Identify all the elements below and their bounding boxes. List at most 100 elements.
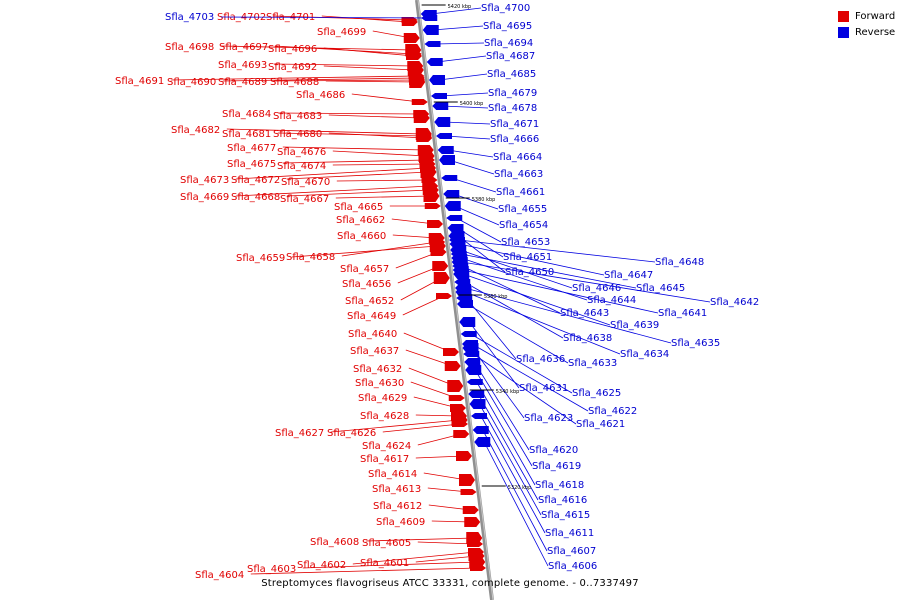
reverse-gene-feature <box>463 351 480 357</box>
reverse-leader-line <box>454 205 500 226</box>
forward-swatch <box>838 10 849 22</box>
forward-gene-label: Sfla_4675 <box>227 159 276 170</box>
reverse-gene-label: Sfla_4645 <box>636 283 685 294</box>
forward-gene-feature <box>450 404 466 412</box>
reverse-gene-feature <box>441 175 458 181</box>
forward-gene-label: Sfla_4604 <box>195 570 244 581</box>
reverse-gene-label: Sfla_4703 <box>165 12 214 23</box>
forward-gene-label: Sfla_4676 <box>277 147 326 158</box>
forward-leader-line <box>277 112 422 115</box>
reverse-leader-line <box>430 7 482 15</box>
reverse-gene-label: Sfla_4618 <box>535 480 584 491</box>
forward-gene-feature <box>462 506 479 514</box>
forward-leader-line <box>235 167 429 180</box>
reverse-gene-label: Sfla_4666 <box>490 134 539 145</box>
reverse-leader-line <box>432 25 484 31</box>
reverse-gene-label: Sfla_4655 <box>498 204 547 215</box>
forward-gene-label: Sfla_4614 <box>368 469 417 480</box>
forward-gene-label: Sfla_4640 <box>348 329 397 340</box>
legend-reverse: Reverse <box>838 24 895 40</box>
forward-gene-label: Sfla_4601 <box>360 558 409 569</box>
forward-leader-line <box>286 171 429 180</box>
forward-gene-label: Sfla_4626 <box>327 428 376 439</box>
reverse-gene-label: Sfla_4647 <box>604 270 653 281</box>
reverse-gene-label: Sfla_4639 <box>610 320 659 331</box>
forward-gene-label: Sfla_4702 <box>217 12 266 23</box>
reverse-leader-line <box>477 393 539 501</box>
forward-gene-label: Sfla_4684 <box>222 109 271 120</box>
forward-leader-line <box>330 419 460 433</box>
forward-gene-feature <box>409 76 426 88</box>
forward-gene-label: Sfla_4690 <box>167 77 216 88</box>
reverse-gene-feature <box>443 190 460 198</box>
forward-leader-line <box>273 63 416 67</box>
ruler-tick-label: 5340 kbp <box>496 389 520 395</box>
reverse-leader-line <box>474 369 533 467</box>
reverse-gene-label: Sfla_4685 <box>487 69 536 80</box>
forward-gene-label: Sfla_4627 <box>275 428 324 439</box>
reverse-gene-feature <box>426 58 443 66</box>
reverse-gene-label: Sfla_4695 <box>483 21 532 32</box>
forward-gene-label: Sfla_4657 <box>340 264 389 275</box>
reverse-gene-feature <box>431 93 447 99</box>
reverse-leader-line <box>480 415 546 534</box>
forward-gene-label: Sfla_4696 <box>268 44 317 55</box>
forward-gene-feature <box>413 113 430 123</box>
reverse-gene-label: Sfla_4606 <box>548 561 597 572</box>
forward-gene-label: Sfla_4656 <box>342 279 391 290</box>
forward-gene-label: Sfla_4659 <box>236 253 285 264</box>
forward-leader-line <box>250 567 479 575</box>
reverse-gene-feature <box>446 215 463 221</box>
forward-gene-feature <box>401 18 418 26</box>
forward-gene-label: Sfla_4680 <box>273 129 322 140</box>
reverse-gene-label: Sfla_4651 <box>503 252 552 263</box>
reverse-leader-line <box>482 429 548 552</box>
forward-gene-label: Sfla_4698 <box>165 42 214 53</box>
reverse-gene-label: Sfla_4621 <box>576 419 625 430</box>
forward-gene-label: Sfla_4613 <box>372 484 421 495</box>
forward-gene-label: Sfla_4628 <box>360 411 409 422</box>
reverse-gene-label: Sfla_4611 <box>545 528 594 539</box>
reverse-gene-feature <box>437 146 454 154</box>
reverse-gene-label: Sfla_4644 <box>587 295 636 306</box>
forward-gene-label: Sfla_4632 <box>353 364 402 375</box>
forward-leader-line <box>323 65 416 71</box>
reverse-gene-label: Sfla_4678 <box>488 103 537 114</box>
reverse-gene-label: Sfla_4671 <box>490 119 539 130</box>
legend-forward-label: Forward <box>855 10 896 22</box>
forward-leader-line <box>286 189 431 197</box>
genome-axis-highlight <box>417 0 494 600</box>
reverse-gene-label: Sfla_4635 <box>671 338 720 349</box>
reverse-gene-feature <box>432 102 449 110</box>
reverse-leader-line <box>458 235 506 273</box>
forward-gene-label: Sfla_4672 <box>231 175 280 186</box>
forward-gene-label: Sfla_4608 <box>310 537 359 548</box>
forward-gene-label: Sfla_4658 <box>286 252 335 263</box>
forward-gene-label: Sfla_4602 <box>297 560 346 571</box>
reverse-leader-line <box>444 121 491 125</box>
reverse-gene-feature <box>469 399 486 409</box>
forward-leader-line <box>272 15 410 21</box>
forward-gene-label: Sfla_4683 <box>273 111 322 122</box>
reverse-gene-label: Sfla_4625 <box>572 388 621 399</box>
forward-leader-line <box>282 159 428 164</box>
legend-forward: Forward <box>838 8 895 24</box>
reverse-leader-line <box>220 16 432 19</box>
reverse-leader-line <box>460 253 637 289</box>
reverse-gene-feature <box>434 117 451 127</box>
reverse-gene-feature <box>466 379 483 385</box>
forward-gene-feature <box>459 474 475 486</box>
forward-gene-label: Sfla_4660 <box>337 231 386 242</box>
reverse-leader-line <box>464 281 564 339</box>
forward-gene-feature <box>436 293 452 299</box>
forward-gene-feature <box>470 565 486 571</box>
reverse-gene-label: Sfla_4687 <box>486 51 535 62</box>
reverse-gene-feature <box>464 358 481 366</box>
forward-gene-label: Sfla_4630 <box>355 378 404 389</box>
forward-leader-line <box>273 79 418 82</box>
forward-gene-feature <box>460 489 477 495</box>
forward-gene-label: Sfla_4624 <box>362 441 411 452</box>
forward-gene-label: Sfla_4669 <box>180 192 229 203</box>
reverse-leader-line <box>462 269 659 314</box>
reverse-gene-label: Sfla_4615 <box>541 510 590 521</box>
